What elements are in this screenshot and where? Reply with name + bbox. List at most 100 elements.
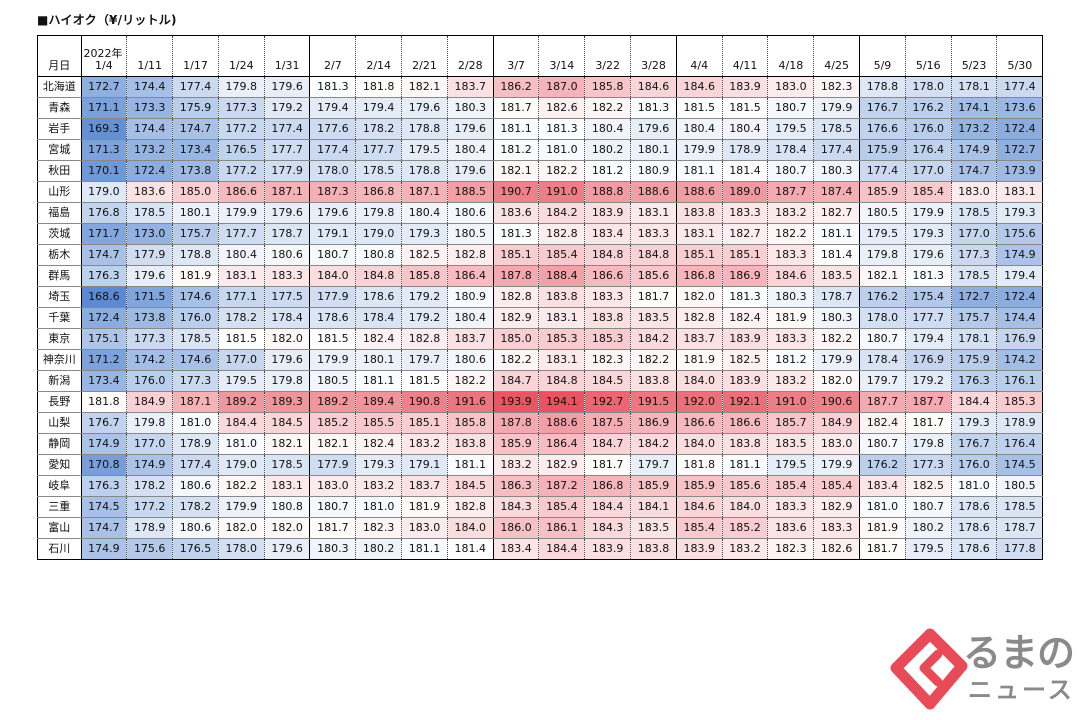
price-cell: 180.7 [859, 328, 906, 350]
price-cell: 168.6 [80, 286, 128, 308]
price-cell: 184.6 [630, 76, 677, 98]
price-cell: 179.6 [126, 265, 174, 287]
prefecture-label: 群馬 [37, 265, 82, 287]
price-cell: 183.3 [767, 496, 815, 518]
price-cell: 172.4 [996, 118, 1044, 140]
price-cell: 179.7 [859, 370, 906, 392]
price-cell: 181.5 [217, 328, 265, 350]
price-cell: 182.4 [355, 328, 403, 350]
price-cell: 184.8 [584, 244, 632, 266]
price-cell: 182.2 [767, 223, 815, 245]
price-cell: 187.7 [767, 181, 815, 203]
price-cell: 183.3 [263, 265, 311, 287]
prefecture-label: 愛知 [37, 454, 82, 476]
price-cell: 178.5 [172, 328, 219, 350]
price-cell: 185.1 [401, 412, 448, 434]
price-cell: 175.4 [904, 286, 952, 308]
price-cell: 178.5 [126, 202, 174, 224]
price-cell: 177.9 [263, 160, 311, 182]
logo-diamond [890, 628, 968, 710]
price-cell: 179.3 [950, 412, 998, 434]
column-header: 3/7 [492, 35, 540, 77]
price-cell: 176.9 [996, 328, 1044, 350]
price-cell: 177.2 [217, 160, 265, 182]
price-cell: 182.9 [538, 454, 586, 476]
price-cell: 183.2 [721, 538, 769, 560]
price-cell: 182.9 [492, 307, 540, 329]
year-label: 2022年 [83, 47, 123, 60]
price-cell: 185.1 [675, 244, 723, 266]
price-cell: 177.9 [309, 286, 357, 308]
price-cell: 180.4 [217, 244, 265, 266]
price-cell: 187.1 [401, 181, 448, 203]
price-cell: 185.9 [492, 433, 540, 455]
logo-chevron [919, 649, 943, 687]
price-cell: 179.3 [996, 202, 1044, 224]
price-cell: 176.3 [80, 475, 128, 497]
table-row: 東京 175.1 177.3 178.5 181.5 182.0 181.5 182.4 182… [37, 328, 1044, 350]
price-cell: 180.7 [767, 97, 815, 119]
price-cell: 179.8 [859, 244, 906, 266]
price-cell: 176.8 [80, 202, 128, 224]
price-cell: 179.5 [217, 370, 265, 392]
price-cell: 184.9 [126, 391, 174, 413]
price-cell: 177.4 [172, 454, 219, 476]
table-row: 栃木 174.7 177.9 178.8 180.4 180.6 180.7 180.8 182… [37, 244, 1044, 266]
column-header: 1/11 [126, 35, 174, 77]
price-cell: 189.0 [721, 181, 769, 203]
price-cell: 190.6 [813, 391, 861, 413]
price-cell: 187.7 [904, 391, 952, 413]
price-cell: 181.7 [859, 538, 906, 560]
price-cell: 187.8 [492, 265, 540, 287]
price-cell: 182.1 [309, 433, 357, 455]
price-cell: 175.9 [950, 349, 998, 371]
price-cell: 182.5 [401, 244, 448, 266]
price-cell: 186.9 [630, 412, 677, 434]
table-row: 岩手 169.3 174.4 174.7 177.2 177.4 177.6 178.2 178… [37, 118, 1044, 140]
price-cell: 184.2 [538, 202, 586, 224]
price-cell: 180.3 [446, 97, 494, 119]
price-cell: 183.9 [584, 202, 632, 224]
price-cell: 178.5 [996, 496, 1044, 518]
price-cell: 182.2 [492, 349, 540, 371]
price-cell: 183.1 [996, 181, 1044, 203]
price-cell: 174.7 [80, 517, 128, 539]
price-cell: 182.3 [767, 538, 815, 560]
price-cell: 183.3 [813, 517, 861, 539]
price-cell: 182.9 [813, 496, 861, 518]
price-cell: 177.7 [355, 139, 403, 161]
price-cell: 182.0 [813, 370, 861, 392]
price-cell: 185.2 [721, 517, 769, 539]
price-cell: 174.9 [950, 139, 998, 161]
price-cell: 189.3 [263, 391, 311, 413]
price-cell: 179.0 [217, 454, 265, 476]
price-cell: 174.1 [950, 97, 998, 119]
price-cell: 185.8 [401, 265, 448, 287]
price-cell: 180.1 [630, 139, 677, 161]
price-cell: 184.8 [630, 244, 677, 266]
price-cell: 175.1 [80, 328, 128, 350]
price-cell: 177.8 [996, 538, 1044, 560]
prefecture-label: 秋田 [37, 160, 82, 182]
price-cell: 183.7 [446, 328, 494, 350]
price-cell: 178.5 [950, 202, 998, 224]
price-cell: 179.5 [859, 223, 906, 245]
price-cell: 183.3 [630, 223, 677, 245]
price-cell: 184.4 [538, 538, 586, 560]
price-cell: 184.4 [217, 412, 265, 434]
price-cell: 174.7 [172, 118, 219, 140]
prefecture-label: 東京 [37, 328, 82, 350]
price-cell: 182.1 [859, 265, 906, 287]
price-cell: 175.7 [950, 307, 998, 329]
price-cell: 178.1 [950, 328, 998, 350]
price-cell: 181.3 [904, 265, 952, 287]
price-cell: 184.6 [675, 76, 723, 98]
price-cell: 184.1 [630, 496, 677, 518]
kuruma-news-logo [890, 628, 1070, 710]
price-cell: 180.5 [446, 223, 494, 245]
prefecture-label: 栃木 [37, 244, 82, 266]
price-cell: 182.8 [492, 286, 540, 308]
price-cell: 179.5 [767, 118, 815, 140]
price-cell: 180.1 [172, 202, 219, 224]
column-header: 4/4 [675, 35, 723, 77]
